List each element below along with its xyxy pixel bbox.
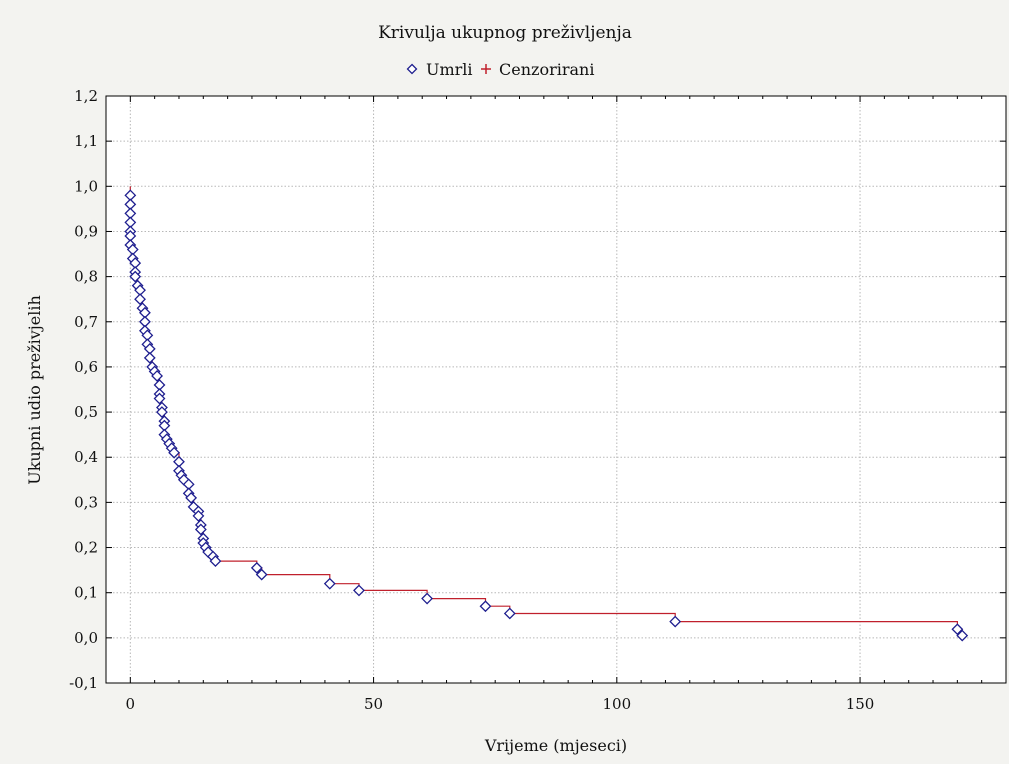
legend-marker-cenzorirani: [481, 64, 491, 74]
data-point: [209, 555, 222, 568]
y-tick-label: 0,8: [74, 268, 98, 286]
y-tick-label: 0,1: [74, 584, 98, 602]
data-point: [153, 392, 166, 405]
data-point: [503, 607, 516, 620]
y-tick-label: 1,2: [74, 87, 98, 105]
y-tick-label: 0,0: [74, 629, 98, 647]
plot-frame: [105, 95, 1007, 684]
y-tick-label: 0,9: [74, 222, 98, 240]
data-point: [250, 561, 263, 574]
data-point: [194, 523, 207, 536]
plot-area: [106, 96, 1006, 683]
y-tick-label: 1,1: [74, 132, 98, 150]
data-point: [156, 406, 168, 418]
y-tick-label: 0,6: [74, 358, 98, 376]
data-point: [185, 491, 198, 504]
x-tick-label: 100: [602, 695, 631, 713]
data-point: [255, 568, 268, 581]
data-point: [192, 510, 205, 522]
y-tick-label: 0,4: [74, 448, 98, 466]
x-axis-label: Vrijeme (mjeseci): [484, 736, 627, 755]
y-tick-label: -0,1: [69, 674, 98, 692]
x-axis-ticks: 0 50 100 150: [105, 96, 1007, 713]
data-point: [151, 370, 164, 382]
y-tick-label: 0,5: [74, 403, 98, 421]
data-point: [669, 615, 682, 628]
chart-title: Krivulja ukupnog preživljenja: [378, 23, 632, 43]
data-point: [129, 270, 142, 283]
data-point: [353, 584, 365, 597]
x-tick-label: 50: [364, 695, 383, 713]
x-tick-label: 0: [126, 695, 136, 713]
legend: Umrli Cenzorirani: [406, 60, 594, 79]
data-point: [168, 446, 181, 459]
data-point: [956, 629, 969, 642]
data-point: [479, 600, 492, 613]
y-tick-label: 0,3: [74, 493, 98, 511]
y-tick-label: 1,0: [74, 177, 98, 195]
data-point: [323, 577, 336, 590]
y-axis-label: Ukupni udio preživjelih: [25, 295, 44, 485]
y-tick-label: 0,2: [74, 539, 98, 557]
data-point: [134, 293, 146, 306]
data-point: [951, 623, 964, 636]
legend-diamond: [406, 63, 418, 75]
x-tick-label: 150: [846, 695, 875, 713]
y-tick-label: 0,7: [74, 313, 98, 331]
legend-label-umrli: Umrli: [426, 60, 473, 79]
legend-label-cenzorirani: Cenzorirani: [499, 60, 594, 79]
y-axis-ticks: -0,1 0,0 0,1 0,2 0,3 0,4 0,5 0,6 0,7 0,8 0,9 1,0 1,1…: [69, 87, 1006, 692]
data-point: [143, 351, 156, 364]
legend-marker-umrli: [406, 63, 418, 75]
data-point: [421, 592, 434, 605]
event-markers: [124, 189, 969, 642]
